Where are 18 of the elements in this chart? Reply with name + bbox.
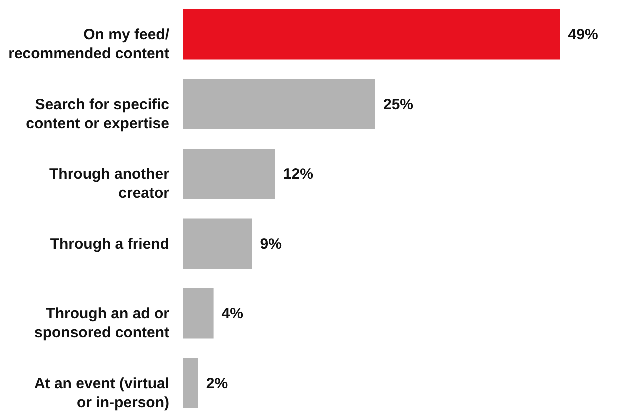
data-label: 4%	[222, 306, 244, 323]
data-label: 2%	[206, 375, 228, 392]
bar	[183, 9, 560, 60]
data-label: 9%	[260, 236, 282, 253]
y-tick-label: At an event (virtual or in-person)	[34, 375, 170, 412]
data-label: 12%	[283, 166, 314, 184]
y-tick-label: Through another creator	[50, 166, 170, 202]
bar	[183, 288, 214, 339]
bar	[183, 79, 376, 130]
bar	[183, 218, 252, 269]
y-tick-label: On my feed/ recommended content	[8, 26, 170, 63]
y-tick-label: Through an ad or sponsored content	[34, 306, 170, 342]
y-tick-label: Through a friend	[50, 236, 170, 253]
data-label: 49%	[568, 26, 598, 44]
y-tick-label: Search for specific content or expertise	[26, 96, 170, 132]
bar	[183, 358, 198, 409]
bar	[183, 149, 276, 200]
data-label: 25%	[384, 96, 414, 114]
